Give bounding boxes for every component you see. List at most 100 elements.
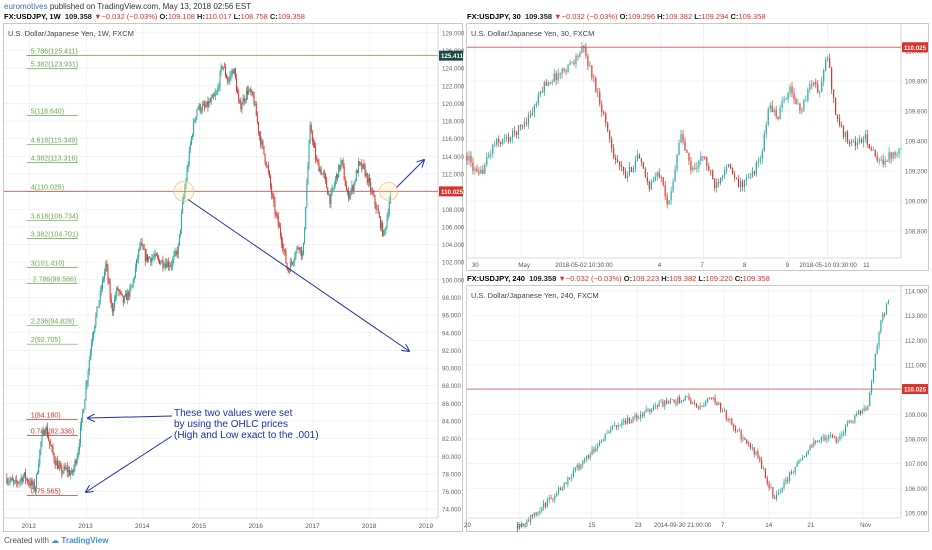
candle-body [172, 259, 174, 266]
candle [833, 89, 835, 103]
candle [219, 70, 221, 92]
y-tick-label: 74.000 [442, 507, 461, 514]
candle-body [543, 503, 545, 508]
candle-body [743, 180, 746, 188]
candle-body [848, 420, 850, 424]
candle [868, 143, 870, 150]
candle [161, 259, 163, 263]
m30-x-axis: 30 May 2018-05-02 10:30:00 4 7 8 9 2018-05-10 0… [467, 257, 901, 269]
candle [333, 181, 335, 191]
candle [92, 332, 94, 347]
candle [630, 167, 633, 173]
candle [334, 175, 336, 188]
candle-body [695, 403, 697, 408]
candle [83, 408, 85, 414]
candle-body [561, 68, 563, 75]
candle [860, 137, 862, 144]
candle-body [670, 191, 672, 201]
candle [90, 339, 92, 357]
candle-body [195, 116, 197, 121]
candle [344, 176, 346, 187]
candle [527, 111, 530, 129]
candle-body [739, 181, 742, 188]
candle-body [753, 447, 755, 455]
author-link[interactable]: euromotives [4, 2, 48, 11]
candle-body [767, 108, 769, 125]
candle-body [249, 89, 251, 91]
candle [271, 183, 273, 200]
candle [126, 290, 128, 301]
candle-body [283, 248, 285, 250]
candle-body [142, 244, 144, 250]
candle [867, 405, 869, 411]
candle [364, 163, 366, 179]
candle-body [33, 481, 35, 490]
candle [783, 95, 785, 104]
candle-body [841, 434, 843, 436]
candle [331, 184, 333, 196]
candle-body [281, 235, 283, 243]
candle-body [323, 173, 325, 175]
candle [823, 68, 825, 87]
candle-body [527, 115, 530, 124]
candle-body [835, 437, 837, 442]
candle [726, 164, 728, 175]
candle-body [92, 337, 94, 344]
annotation-text: (High and Low exact to the .001) [174, 430, 319, 441]
candle [733, 171, 736, 182]
candle-body [506, 136, 508, 139]
candle [478, 167, 480, 176]
candle [376, 204, 378, 210]
candle [863, 404, 865, 413]
highlight-circle [173, 180, 195, 202]
candle-body [831, 435, 834, 438]
candle-body [751, 447, 753, 449]
candle-body [830, 435, 832, 436]
y-tick-label: 82.000 [442, 436, 461, 443]
candle [240, 97, 242, 112]
candle [710, 170, 712, 176]
candle [229, 70, 231, 85]
candle [41, 430, 43, 447]
candle-body [874, 149, 876, 157]
candle [833, 435, 835, 439]
candle-body [745, 178, 748, 181]
candle-body [111, 303, 113, 312]
candle-body [227, 78, 229, 82]
candle-body [682, 134, 684, 142]
candle [753, 447, 755, 458]
candle [222, 66, 224, 71]
candle [557, 485, 560, 496]
candle-body [813, 441, 815, 447]
candle-body [537, 94, 539, 104]
candle-body [253, 96, 255, 105]
candle [714, 394, 716, 405]
candle-body [569, 62, 571, 65]
candle [779, 488, 781, 494]
x-tick-label: 4 [658, 262, 662, 269]
candle-body [200, 110, 202, 112]
candle [297, 245, 299, 250]
candle [859, 410, 861, 416]
candle [735, 177, 738, 180]
candle [578, 462, 580, 471]
candle-body [372, 190, 374, 195]
candle-body [248, 90, 250, 95]
candle-body [108, 279, 110, 284]
candle [154, 249, 156, 261]
x-tick-label: Sep [517, 522, 529, 529]
candle-body [880, 320, 882, 333]
candle [632, 416, 634, 424]
x-tick-label: 7 [700, 262, 704, 269]
candle [309, 121, 311, 145]
candle-body [154, 253, 156, 257]
tradingview-brand[interactable]: TradingView [61, 536, 109, 545]
candle-body [186, 169, 188, 181]
candle-body [236, 77, 238, 91]
y-tick-label: 111.000 [905, 362, 927, 369]
candle-body [504, 138, 506, 140]
candle-body [876, 345, 878, 354]
candle [205, 101, 207, 109]
candle-body [17, 482, 19, 484]
candle [682, 130, 684, 145]
